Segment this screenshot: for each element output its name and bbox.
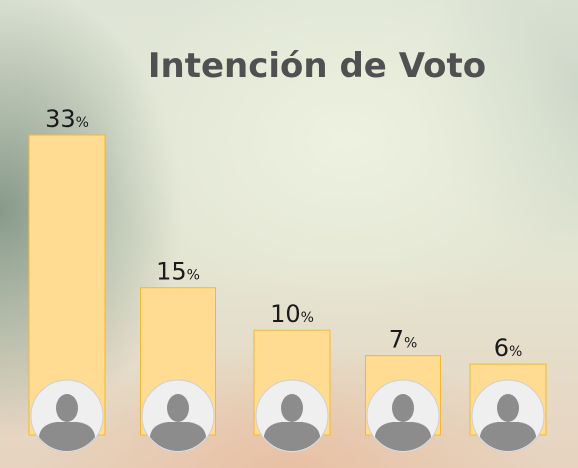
person-avatar-icon — [30, 379, 104, 453]
person-avatar-icon — [141, 379, 215, 453]
person-avatar-icon — [366, 379, 440, 453]
avatars-group — [30, 379, 545, 453]
value-label-1: 33% — [45, 105, 89, 133]
value-label-5: 6% — [494, 334, 523, 362]
chart-title: Intención de Voto — [148, 46, 486, 86]
value-label-2: 15% — [156, 258, 200, 286]
value-label-3: 10% — [270, 300, 314, 328]
person-avatar-icon — [471, 379, 545, 453]
value-label-4: 7% — [389, 326, 418, 354]
person-avatar-icon — [255, 379, 329, 453]
value-labels-group: 33% 15% 10% 7% 6% — [45, 105, 522, 362]
